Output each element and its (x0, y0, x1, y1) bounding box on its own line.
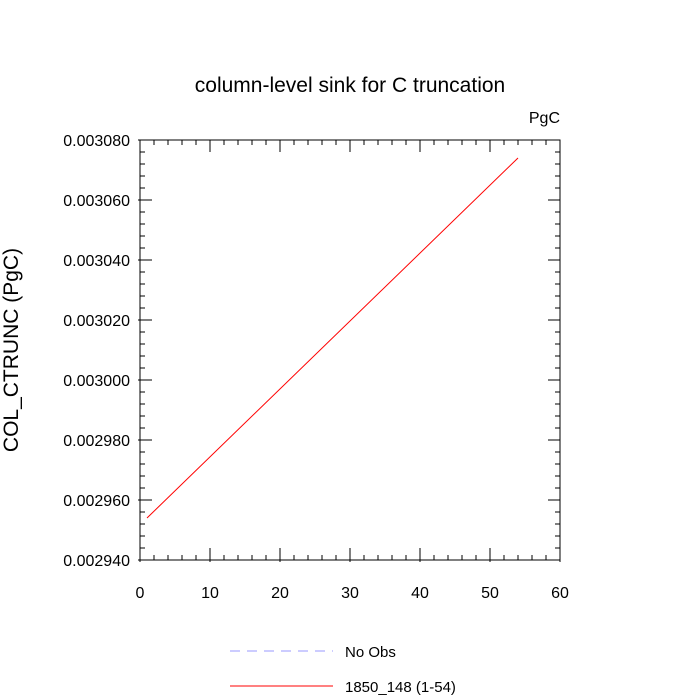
x-tick-label: 60 (551, 585, 569, 602)
y-tick-label: 0.003060 (63, 193, 130, 210)
x-tick-label: 0 (136, 585, 145, 602)
y-tick-label: 0.003020 (63, 313, 130, 330)
x-tick-label: 30 (341, 585, 359, 602)
series-lines (146, 157, 519, 519)
x-tick-label: 50 (481, 585, 499, 602)
y-tick-label: 0.003040 (63, 253, 130, 270)
y-tick-label: 0.002940 (63, 553, 130, 570)
legend-label: 1850_148 (1-54) (345, 679, 456, 696)
legend: No Obs 1850_148 (1-54) (230, 644, 456, 696)
axis-ticks (138, 139, 561, 562)
chart-title: column-level sink for C truncation (195, 74, 505, 97)
series-line (146, 157, 519, 519)
legend-label: No Obs (345, 644, 396, 661)
units-label: PgC (529, 110, 560, 127)
x-tick-label: 40 (411, 585, 429, 602)
y-axis-label: COL_CTRUNC (PgC) (0, 248, 23, 452)
y-tick-label: 0.002960 (63, 493, 130, 510)
y-tick-label: 0.003000 (63, 373, 130, 390)
y-tick-label: 0.002980 (63, 433, 130, 450)
x-tick-label: 20 (271, 585, 289, 602)
y-tick-label: 0.003080 (63, 133, 130, 150)
plot-frame (139, 139, 561, 561)
tick-labels: 0 10 20 30 40 50 60 0.002940 0.002960 0.002980 0.0… (63, 133, 569, 602)
x-tick-label: 10 (201, 585, 219, 602)
